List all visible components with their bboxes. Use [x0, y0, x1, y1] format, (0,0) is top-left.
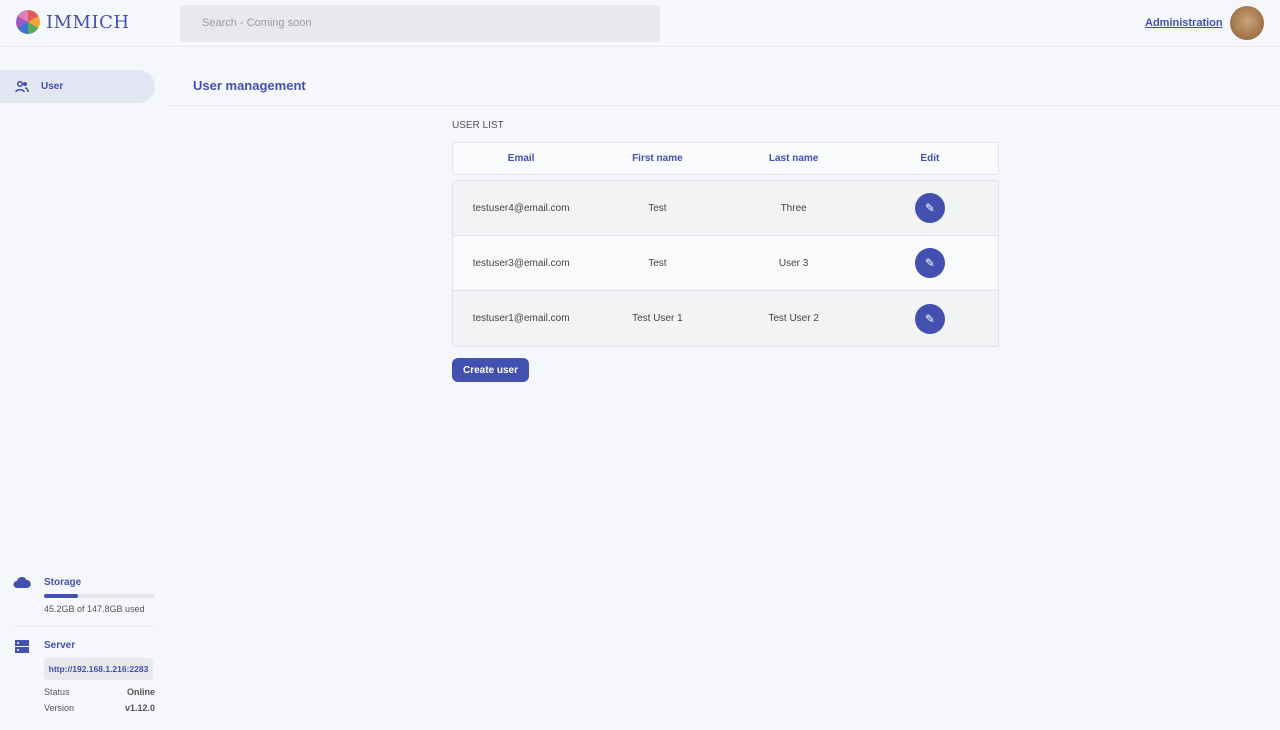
divider — [14, 626, 155, 627]
last-name-cell: User 3 — [778, 257, 809, 269]
storage-used-text: 45.2GB of 147.8GB used — [44, 604, 145, 614]
version-label: Version — [44, 703, 75, 713]
column-header: Edit — [920, 153, 940, 164]
cloud-icon — [13, 576, 31, 588]
pencil-icon: ✎ — [924, 256, 935, 270]
table-row: testuser1@email.com Test User 1 Test Use… — [453, 291, 998, 346]
last-name-cell: Test User 2 — [768, 313, 819, 324]
email-cell: testuser1@email.com — [472, 313, 570, 324]
edit-user-button[interactable]: ✎ — [914, 248, 945, 278]
storage-panel: Storage 45.2GB of 147.8GB used — [44, 577, 155, 614]
divider — [170, 105, 1280, 106]
users-icon — [15, 80, 29, 92]
user-table: testuser4@email.com Test Three ✎ testuse… — [452, 180, 999, 347]
page-title: User management — [193, 78, 306, 93]
avatar[interactable] — [1230, 6, 1264, 40]
storage-label: Storage — [44, 577, 82, 588]
first-name-cell: Test User 1 — [632, 313, 683, 324]
top-bar: IMMICH Search - Coming soon Administrati… — [0, 0, 1280, 47]
pencil-icon: ✎ — [924, 311, 935, 326]
section-title: USER LIST — [452, 120, 504, 131]
status-label: Status — [44, 687, 70, 697]
version-value: v1.12.0 — [124, 703, 155, 713]
logo-text: IMMICH — [46, 11, 130, 33]
table-row: testuser3@email.com Test User 3 ✎ — [453, 236, 998, 291]
storage-bar — [44, 594, 155, 598]
status-value: Online — [126, 687, 155, 697]
server-url: http://192.168.1.216:2283 — [44, 658, 153, 680]
first-name-cell: Test — [648, 202, 667, 214]
table-header: Email First name Last name Edit — [452, 142, 999, 175]
email-cell: testuser4@email.com — [472, 202, 570, 214]
first-name-cell: Test — [648, 257, 667, 269]
create-user-button[interactable]: Create user — [452, 358, 529, 382]
column-header: First name — [632, 153, 683, 164]
edit-user-button[interactable]: ✎ — [914, 193, 945, 223]
pencil-icon: ✎ — [924, 201, 935, 215]
last-name-cell: Three — [780, 202, 807, 214]
administration-link[interactable]: Administration — [1145, 17, 1223, 29]
column-header: Last name — [768, 153, 819, 164]
immich-logo-icon — [16, 10, 40, 34]
server-icon — [15, 640, 29, 653]
sidebar-item-user[interactable]: User — [0, 70, 155, 103]
storage-bar-fill — [44, 594, 78, 598]
table-row: testuser4@email.com Test Three ✎ — [453, 181, 998, 236]
sidebar-item-label: User — [41, 81, 64, 92]
logo[interactable]: IMMICH — [16, 10, 130, 34]
server-label: Server — [44, 640, 76, 651]
column-header: Email — [507, 153, 535, 164]
email-cell: testuser3@email.com — [472, 257, 570, 269]
search-input[interactable]: Search - Coming soon — [180, 5, 660, 42]
edit-user-button[interactable]: ✎ — [914, 303, 945, 334]
